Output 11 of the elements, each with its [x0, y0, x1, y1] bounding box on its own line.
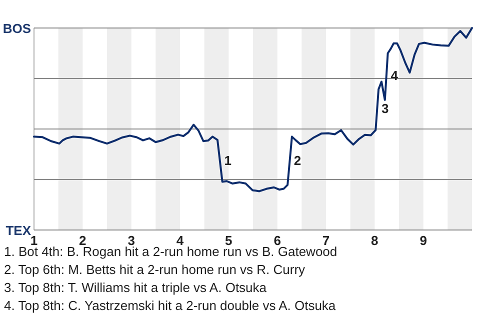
ref-line-label: BOS — [2, 21, 32, 36]
ref-line-label: TEX — [6, 223, 32, 238]
text: 4. Top 8th: C. Yastrzemski hit a 2-run double vs A. Otsuka — [4, 298, 336, 313]
annotation: 1 — [224, 152, 232, 168]
text: 2. Top 6th: M. Betts hit a 2-run home run vs R. Curry — [4, 262, 306, 277]
annotation: 3 — [381, 101, 389, 116]
x-tick-label: 8 — [371, 233, 378, 248]
text: 3. Top 8th: T. Williams hit a triple vs A. Otsuka — [4, 280, 268, 295]
annotation: 4 — [390, 68, 399, 83]
x-tick-label: 9 — [420, 233, 427, 248]
annotation: 2 — [294, 152, 302, 168]
